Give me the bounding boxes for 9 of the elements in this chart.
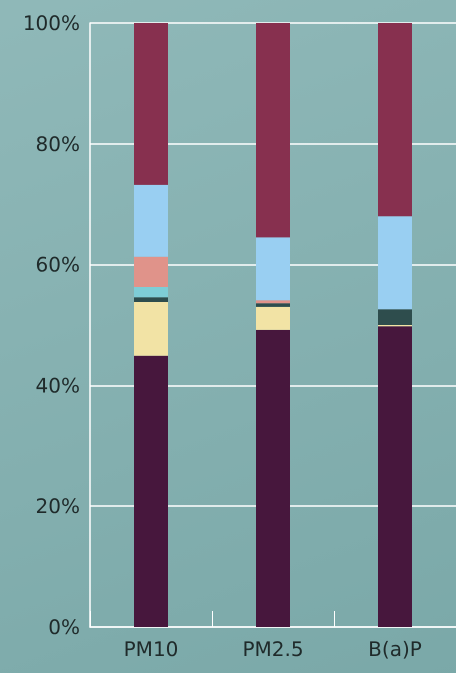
y-tick-label: 60%	[36, 252, 80, 277]
x-tick-label: PM10	[124, 637, 178, 661]
y-tick-label: 80%	[36, 132, 80, 156]
x-tick-label: PM2.5	[242, 637, 304, 661]
y-tick-label: 0%	[48, 615, 80, 639]
y-tick-label: 20%	[36, 494, 80, 518]
y-tick-label: 100%	[22, 11, 80, 35]
y-tick-label: 40%	[36, 373, 80, 398]
x-tick-label: B(a)P	[368, 637, 422, 661]
